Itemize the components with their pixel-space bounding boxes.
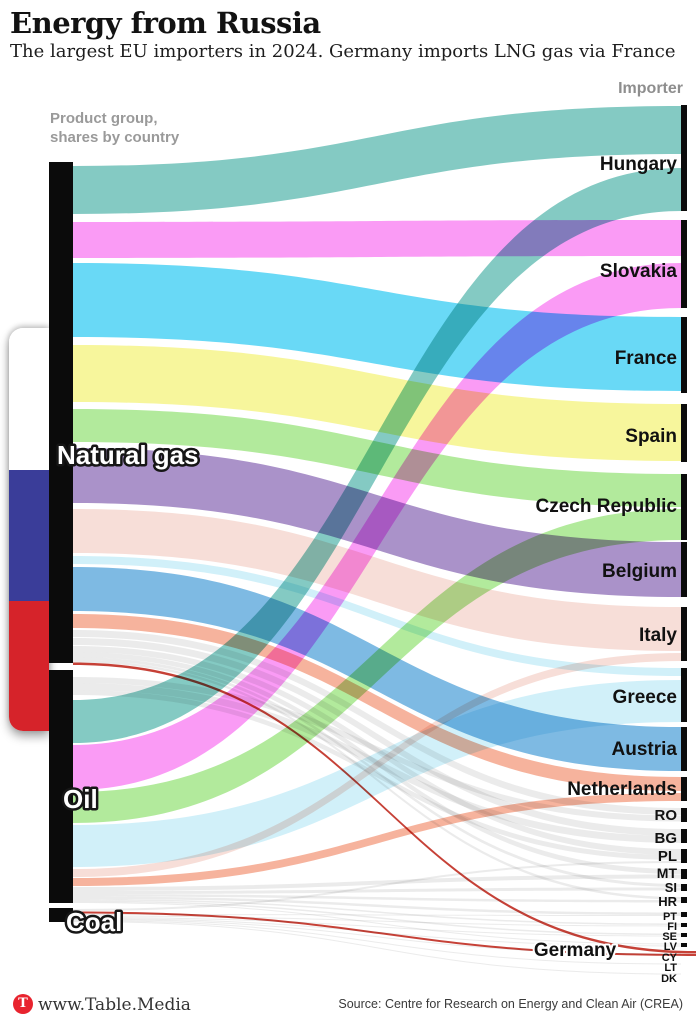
- flow-coal-dk: [73, 921, 681, 975]
- right-axis-label: Importer: [618, 80, 683, 97]
- flow-oil-se: [73, 900, 681, 935]
- left-axis-label-line2: shares by country: [50, 129, 180, 146]
- target-node-si: [681, 884, 687, 891]
- target-node-czech: [681, 474, 687, 540]
- flow-coal-germany: [73, 911, 696, 956]
- target-label-mt: MT: [657, 865, 678, 881]
- source-label-oil: Oil: [63, 784, 98, 814]
- target-node-hungary: [681, 105, 687, 211]
- target-node-mt: [681, 869, 687, 879]
- target-label-lv: LV: [664, 941, 678, 953]
- target-node-italy: [681, 607, 687, 661]
- target-node-fi: [681, 923, 687, 927]
- source-node-oil: [49, 670, 73, 903]
- flows-layer: [73, 106, 696, 975]
- flow-coal-se: [73, 917, 681, 937]
- flow-oil-pt: [73, 896, 681, 915]
- target-label-austria: Austria: [612, 739, 678, 760]
- flow-oil-hungary: [73, 168, 681, 743]
- target-label-se: SE: [662, 931, 677, 943]
- flow-coal-cy: [73, 919, 681, 955]
- flow-oil-si: [73, 887, 681, 894]
- target-label-lt: LT: [664, 962, 677, 974]
- target-node-belgium: [681, 542, 687, 597]
- flow-oil-greece: [73, 680, 681, 867]
- target-label-belgium: Belgium: [602, 561, 677, 582]
- flow-oil-italy: [73, 653, 681, 877]
- target-label-bg: BG: [655, 830, 678, 847]
- target-label-fi: FI: [667, 921, 677, 933]
- flow-natural_gas-italy: [73, 509, 681, 651]
- target-node-france: [681, 317, 687, 393]
- target-label-pt: PT: [663, 911, 677, 923]
- flow-natural_gas-ro: [73, 630, 681, 815]
- target-label-ro: RO: [655, 807, 678, 824]
- target-label-czech: Czech Republic: [536, 496, 678, 517]
- russia-flag-red-stripe: [9, 601, 49, 731]
- table-media-logo-icon: T: [13, 994, 33, 1014]
- flow-natural_gas-hungary: [73, 106, 681, 214]
- page-title: Energy from Russia: [10, 6, 321, 40]
- flow-oil-hr: [73, 894, 681, 903]
- flow-oil-slovakia: [73, 263, 681, 790]
- page-subtitle: The largest EU importers in 2024. German…: [10, 41, 676, 62]
- target-label-spain: Spain: [625, 426, 677, 447]
- source-node-natural_gas: [49, 162, 73, 663]
- target-node-slovakia: [681, 220, 687, 308]
- target-node-netherlands: [681, 777, 687, 801]
- russia-flag-white-stripe: [9, 328, 49, 470]
- flow-coal-lt: [73, 920, 681, 965]
- target-node-austria: [681, 727, 687, 771]
- flow-natural_gas-germany: [73, 662, 696, 954]
- russia-flag-blue-stripe: [9, 470, 49, 601]
- footer-site-url: www.Table.Media: [38, 995, 191, 1015]
- target-node-greece: [681, 668, 687, 722]
- target-label-germany: Germany: [534, 940, 617, 961]
- flow-oil-lv: [73, 902, 681, 945]
- target-label-slovakia: Slovakia: [600, 261, 678, 282]
- target-label-hungary: Hungary: [600, 154, 678, 175]
- flow-oil-czech: [73, 509, 681, 823]
- source-label-natural_gas: Natural gas: [57, 440, 199, 470]
- source-label-coal: Coal: [66, 907, 122, 937]
- left-axis-label: Product group, shares by country: [50, 109, 179, 147]
- labels-layer: Natural gas Oil Coal Hungary Slovakia France S…: [55, 154, 678, 985]
- russia-flag: [9, 328, 49, 731]
- flow-oil-mt: [73, 874, 681, 891]
- target-node-ro: [681, 808, 687, 822]
- target-node-pl: [681, 849, 687, 863]
- target-label-france: France: [615, 348, 677, 369]
- flow-oil-fi: [73, 899, 681, 925]
- flow-coal-pl: [73, 861, 681, 911]
- target-node-lv: [681, 943, 687, 947]
- target-node-pt: [681, 912, 687, 917]
- target-label-pl: PL: [658, 848, 677, 865]
- flow-natural_gas-greece: [73, 556, 681, 676]
- target-label-dk: DK: [661, 973, 677, 985]
- target-label-hr: HR: [658, 894, 677, 909]
- flow-oil-netherlands: [73, 793, 681, 886]
- source-node-coal: [49, 908, 73, 922]
- target-node-spain: [681, 404, 687, 462]
- target-node-se: [681, 933, 687, 937]
- footer-source-credit: Source: Centre for Research on Energy an…: [338, 997, 683, 1011]
- flow-natural_gas-bg: [73, 638, 681, 836]
- flow-natural_gas-spain: [73, 345, 681, 461]
- target-label-netherlands: Netherlands: [567, 779, 677, 800]
- flow-natural_gas-netherlands: [73, 614, 681, 791]
- left-axis-label-line1: Product group,: [50, 110, 158, 127]
- target-node-bg: [681, 829, 687, 843]
- target-label-cy: CY: [662, 952, 678, 964]
- nodes-layer: [49, 105, 687, 947]
- flow-oil-ro: [73, 677, 681, 822]
- target-label-italy: Italy: [639, 625, 677, 646]
- target-node-hr: [681, 897, 687, 903]
- target-label-si: SI: [665, 880, 677, 895]
- target-label-greece: Greece: [613, 687, 677, 708]
- flow-coal-fi: [73, 915, 681, 927]
